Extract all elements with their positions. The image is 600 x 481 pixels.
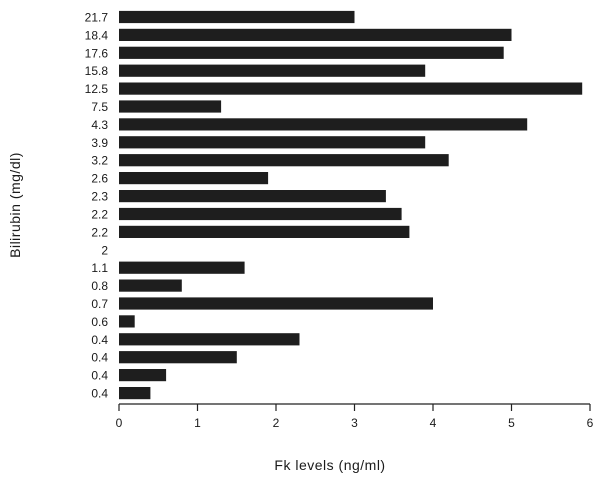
x-tick-label: 3: [351, 416, 358, 430]
bar-8: [119, 154, 449, 167]
bar-10: [119, 190, 386, 203]
x-tick-label: 4: [430, 416, 437, 430]
y-tick-label: 3.9: [91, 136, 108, 150]
bar-2: [119, 46, 504, 59]
bar-21: [119, 387, 151, 400]
y-tick-label: 2.6: [91, 172, 108, 186]
x-tick-label: 6: [587, 416, 594, 430]
bars-group: [119, 10, 583, 400]
bar-6: [119, 118, 528, 131]
y-tick-label: 12.5: [85, 82, 109, 96]
bar-16: [119, 297, 433, 310]
y-tick-labels: 21.7 18.4 17.6 15.8 12.5 7.5 4.3 3.9 3.2 2.6 2.3 2.…: [85, 11, 109, 401]
y-tick-label: 2: [101, 243, 108, 257]
bar-18: [119, 333, 300, 346]
x-axis: 0 1 2 3 4 5 6: [116, 403, 594, 430]
bar-20: [119, 369, 167, 382]
bar-3: [119, 64, 426, 77]
y-tick-label: 4.3: [91, 118, 108, 132]
y-tick-label: 2.2: [91, 225, 108, 239]
bar-5: [119, 100, 222, 113]
y-tick-label: 0.4: [91, 333, 108, 347]
bar-7: [119, 136, 426, 149]
bar-9: [119, 172, 269, 185]
y-tick-label: 3.2: [91, 154, 108, 168]
y-tick-label: 0.4: [91, 387, 108, 401]
y-tick-label: 2.3: [91, 190, 108, 204]
y-tick-label: 18.4: [85, 28, 109, 42]
x-tick-label: 1: [194, 416, 201, 430]
y-tick-label: 15.8: [85, 64, 109, 78]
y-axis-title: Bilirubin (mg/dl): [7, 152, 23, 258]
x-axis-title: Fk levels (ng/ml): [274, 457, 385, 473]
bar-4: [119, 82, 583, 95]
bar-0: [119, 10, 355, 24]
y-tick-label: 0.4: [91, 369, 108, 383]
y-tick-label: 0.4: [91, 351, 108, 365]
bar-11: [119, 207, 402, 221]
bar-14: [119, 261, 245, 274]
y-tick-label: 1.1: [91, 261, 108, 275]
bar-19: [119, 351, 237, 364]
x-tick-label: 2: [273, 416, 280, 430]
x-tick-label: 5: [508, 416, 515, 430]
y-tick-label: 0.7: [91, 297, 108, 311]
y-tick-label: 7.5: [91, 100, 108, 114]
y-tick-label: 17.6: [85, 46, 109, 60]
bar-15: [119, 279, 182, 292]
bar-17: [119, 315, 135, 328]
y-tick-label: 2.2: [91, 208, 108, 222]
y-tick-label: 21.7: [85, 11, 109, 25]
bar-1: [119, 28, 512, 41]
bar-12: [119, 225, 410, 238]
y-tick-label: 0.6: [91, 315, 108, 329]
x-tick-label: 0: [116, 416, 123, 430]
y-tick-label: 0.8: [91, 279, 108, 293]
